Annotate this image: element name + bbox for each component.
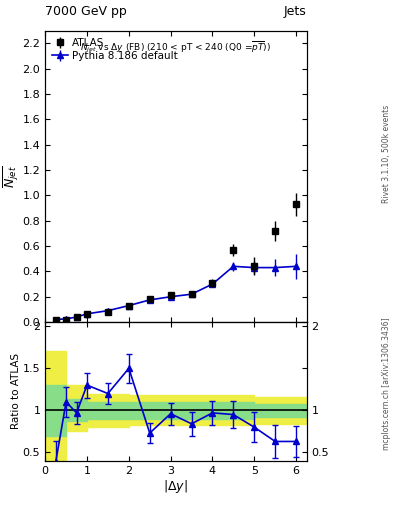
X-axis label: $|\Delta y|$: $|\Delta y|$: [163, 478, 188, 496]
Legend: ATLAS, Pythia 8.186 default: ATLAS, Pythia 8.186 default: [50, 36, 180, 63]
Text: Rivet 3.1.10, 500k events: Rivet 3.1.10, 500k events: [382, 104, 391, 203]
Text: 7000 GeV pp: 7000 GeV pp: [45, 5, 127, 18]
Y-axis label: Ratio to ATLAS: Ratio to ATLAS: [11, 353, 21, 430]
Text: $N_{jet}$ vs $\Delta y$ (FB) (210 < pT < 240 (Q0 =$\overline{pT}$)): $N_{jet}$ vs $\Delta y$ (FB) (210 < pT <…: [80, 39, 272, 55]
Text: Jets: Jets: [284, 5, 307, 18]
Text: mcplots.cern.ch [arXiv:1306.3436]: mcplots.cern.ch [arXiv:1306.3436]: [382, 317, 391, 451]
Y-axis label: $\overline{N_{jet}}$: $\overline{N_{jet}}$: [2, 165, 21, 188]
